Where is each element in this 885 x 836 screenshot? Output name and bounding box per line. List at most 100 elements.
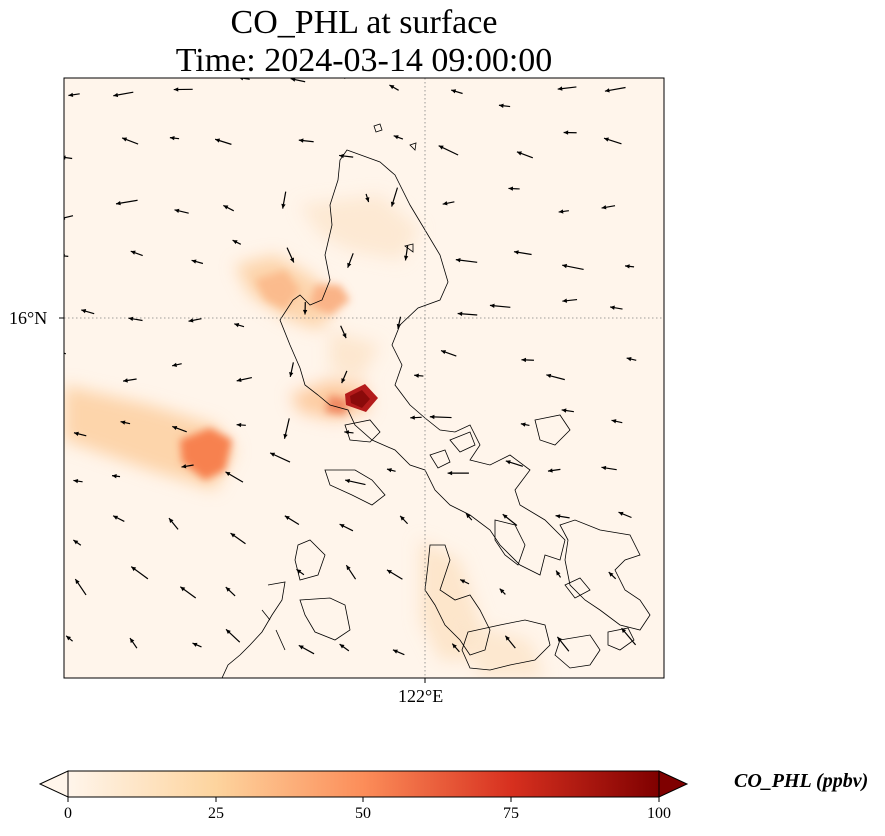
colorbar-tick-label: 25 [208, 805, 224, 822]
colorbar-tick-label: 0 [64, 805, 72, 822]
wind-arrow-head [521, 357, 527, 363]
wind-arrow-head [172, 362, 178, 367]
wind-arrow-head [601, 465, 607, 471]
wind-arrow-head [505, 460, 511, 465]
wind-arrow-head [403, 255, 409, 261]
wind-arrow-head [298, 645, 304, 650]
wind-arrow-head [410, 415, 415, 420]
wind-arrow-head [441, 350, 446, 355]
wind-arrow-head [169, 135, 175, 141]
wind-arrow-head [601, 205, 607, 210]
wind-arrow-head [234, 323, 240, 328]
wind-arrow-head [130, 250, 136, 255]
wind-arrow-head [290, 78, 296, 82]
wind-arrow-head [610, 305, 615, 310]
wind-arrow-head [236, 422, 242, 428]
wind-arrow-head [460, 579, 466, 584]
wind-arrow-head [618, 511, 624, 516]
wind-arrow-head [116, 201, 121, 206]
wind-arrow-head [302, 309, 308, 315]
wind-arrow-head [557, 636, 562, 642]
wind-arrow-head [236, 377, 242, 383]
wind-arrow-head [289, 372, 294, 377]
wind-arrow-head [344, 430, 350, 435]
wind-arrow-head [386, 569, 392, 575]
wind-arrow-head [128, 316, 134, 322]
wind-arrow-head [66, 635, 72, 641]
wind-arrow-head [414, 373, 419, 378]
colorbar-label: CO_PHL (ppbv) [734, 770, 869, 792]
wind-arrow-head [558, 209, 564, 214]
wind-arrow-head [621, 628, 627, 633]
wind-arrow-head [188, 318, 194, 323]
wind-arrow-head [455, 258, 461, 263]
colorbar-tick-label: 100 [647, 805, 671, 822]
wind-arrow-head [123, 378, 128, 383]
wind-arrow-head [447, 470, 453, 476]
wind-arrow-head [226, 629, 231, 635]
wind-arrow-head [562, 263, 568, 269]
wind-arrow-head [181, 464, 187, 469]
wind-arrow-head [281, 203, 286, 209]
wind-arrow-head [345, 478, 351, 484]
wind-arrow-head [557, 86, 563, 91]
wind-arrow-head [563, 130, 569, 135]
map-frame [63, 77, 665, 679]
wind-arrow-head [64, 155, 66, 160]
wind-arrow-head [608, 572, 614, 577]
wind-arrow-head [438, 145, 444, 150]
wind-arrow-head [508, 186, 514, 191]
wind-arrow-head [393, 135, 399, 140]
wind-arrow-head [561, 408, 567, 413]
wind-arrow-head [604, 88, 610, 93]
wind-arrow-head [52, 348, 57, 352]
wind-arrow-head [457, 311, 463, 316]
wind-arrow-head [73, 431, 79, 436]
wind-arrow-head [283, 433, 288, 439]
wind-arrow-head [289, 257, 294, 263]
wind-arrow-head [73, 478, 79, 484]
wind-arrow-head [174, 208, 180, 213]
wind-arrow-head [298, 138, 304, 143]
wind-arrow-head [192, 642, 198, 647]
wind-arrow-head [339, 153, 344, 159]
wind-arrow-head [122, 137, 128, 142]
wind-arrow-head [180, 586, 186, 592]
wind-arrow-head [75, 579, 80, 584]
wind-arrow-head [230, 533, 236, 538]
wind-arrow-shaft [64, 215, 74, 219]
coastlines [221, 123, 651, 678]
wind-arrow-head [270, 452, 276, 457]
wind-arrow-head [232, 240, 238, 245]
wind-arrow-head [168, 518, 174, 524]
wind-arrow-head [81, 309, 87, 314]
wind-arrow-head [342, 333, 347, 339]
wind-arrow-head [131, 566, 137, 572]
wind-arrow-head [191, 259, 197, 264]
wind-arrow-head [389, 84, 395, 90]
wind-arrow-head [603, 137, 609, 142]
wind-arrow-head [73, 540, 79, 545]
wind-arrow-head [223, 205, 229, 210]
gridlines [64, 78, 664, 678]
chart-title-line1: CO_PHL at surface [230, 4, 498, 41]
wind-arrow-head [396, 323, 401, 329]
lon-tick-label: 122°E [398, 686, 444, 706]
wind-arrow-head [465, 513, 471, 519]
wind-arrow-head [129, 638, 135, 644]
wind-arrow-head [489, 303, 495, 308]
wind-arrow-head [442, 201, 448, 206]
wind-arrow-head [429, 414, 435, 420]
chart-title-line2: Time: 2024-03-14 09:00:00 [175, 42, 553, 79]
wind-arrow-head [347, 262, 352, 268]
wind-arrow-head [505, 635, 510, 641]
wind-arrow-head [284, 515, 290, 521]
wind-vectors [52, 78, 637, 656]
colorbar [38, 770, 689, 802]
wind-arrow-head [400, 515, 405, 521]
wind-arrow-head [386, 468, 392, 473]
wind-arrow-head [556, 570, 561, 576]
wind-arrow-head [113, 92, 119, 98]
wind-arrow-head [339, 524, 345, 529]
wind-arrow-head [513, 250, 519, 255]
